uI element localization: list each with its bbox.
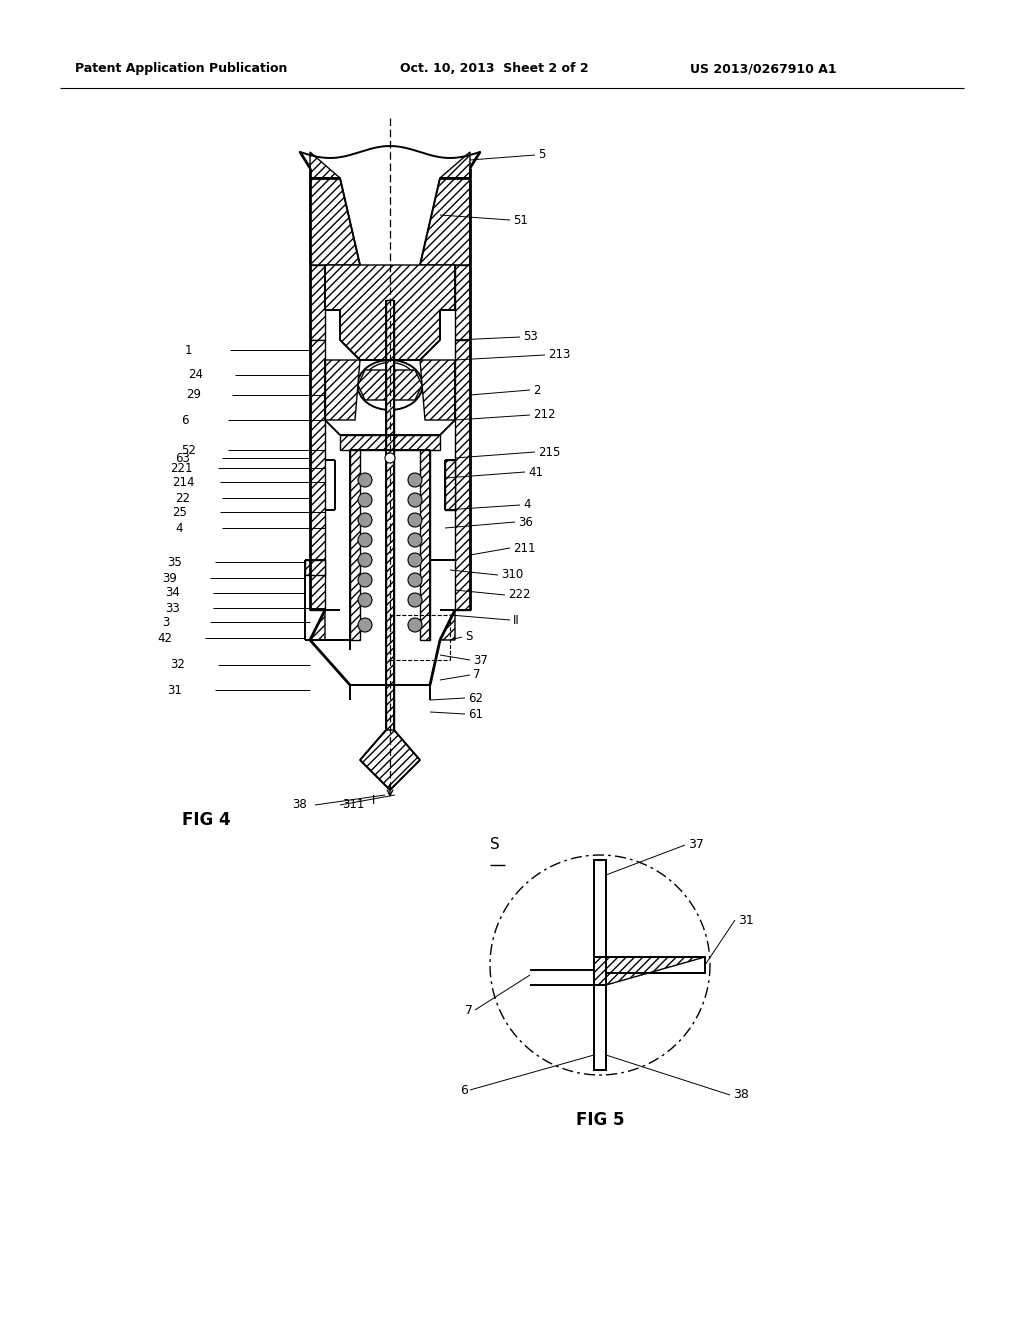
Polygon shape [594, 985, 606, 1071]
Text: 35: 35 [167, 556, 181, 569]
Circle shape [358, 593, 372, 607]
Polygon shape [455, 265, 470, 341]
Text: 212: 212 [534, 408, 555, 421]
Polygon shape [594, 861, 606, 957]
Polygon shape [310, 341, 325, 610]
Circle shape [408, 513, 422, 527]
Polygon shape [606, 957, 705, 973]
Text: 221: 221 [170, 462, 193, 474]
Polygon shape [305, 560, 325, 576]
Text: 36: 36 [518, 516, 532, 528]
Circle shape [408, 492, 422, 507]
Polygon shape [386, 300, 394, 730]
Text: 39: 39 [162, 572, 177, 585]
Circle shape [358, 618, 372, 632]
Text: 215: 215 [538, 446, 560, 458]
Polygon shape [420, 178, 470, 265]
Polygon shape [360, 730, 420, 789]
Text: S: S [465, 631, 472, 644]
Polygon shape [325, 360, 360, 420]
Circle shape [358, 533, 372, 546]
Circle shape [408, 618, 422, 632]
Polygon shape [420, 360, 455, 420]
Polygon shape [325, 265, 455, 360]
Text: 31: 31 [738, 913, 754, 927]
Polygon shape [310, 610, 325, 640]
Text: 213: 213 [548, 348, 570, 362]
Circle shape [408, 593, 422, 607]
Text: 1: 1 [185, 343, 193, 356]
Text: Patent Application Publication: Patent Application Publication [75, 62, 288, 75]
Text: 31: 31 [167, 684, 182, 697]
Text: 5: 5 [538, 149, 546, 161]
Polygon shape [594, 957, 705, 985]
Text: 22: 22 [175, 491, 190, 504]
Text: 24: 24 [188, 368, 203, 381]
Text: 214: 214 [172, 475, 195, 488]
Text: 2: 2 [534, 384, 541, 396]
Text: FIG 4: FIG 4 [182, 810, 230, 829]
Text: 38: 38 [733, 1089, 749, 1101]
Circle shape [408, 533, 422, 546]
Circle shape [358, 553, 372, 568]
Polygon shape [310, 265, 325, 341]
Polygon shape [310, 152, 340, 178]
Text: Oct. 10, 2013  Sheet 2 of 2: Oct. 10, 2013 Sheet 2 of 2 [400, 62, 589, 75]
Text: 38: 38 [292, 799, 307, 812]
Polygon shape [340, 436, 440, 450]
Polygon shape [455, 341, 470, 610]
Circle shape [358, 573, 372, 587]
Text: 51: 51 [513, 214, 528, 227]
Text: 32: 32 [170, 659, 185, 672]
Text: 310: 310 [501, 569, 523, 582]
Polygon shape [358, 370, 422, 400]
Circle shape [358, 513, 372, 527]
Text: 62: 62 [468, 692, 483, 705]
Ellipse shape [365, 363, 415, 397]
Polygon shape [440, 152, 470, 178]
Text: 52: 52 [181, 444, 196, 457]
Text: US 2013/0267910 A1: US 2013/0267910 A1 [690, 62, 837, 75]
Text: 37: 37 [473, 653, 487, 667]
Text: 41: 41 [528, 466, 543, 479]
Polygon shape [420, 450, 430, 640]
Text: 222: 222 [508, 589, 530, 602]
Text: 37: 37 [688, 838, 703, 851]
Text: 33: 33 [165, 602, 180, 615]
Text: 61: 61 [468, 708, 483, 721]
Text: 6: 6 [181, 413, 188, 426]
Text: 4: 4 [523, 499, 530, 511]
Ellipse shape [357, 360, 423, 411]
Circle shape [385, 453, 395, 463]
Polygon shape [310, 178, 360, 265]
Text: II: II [513, 614, 520, 627]
Circle shape [358, 473, 372, 487]
Text: 311: 311 [342, 799, 365, 812]
Text: 3: 3 [162, 615, 169, 628]
Text: 4: 4 [175, 521, 182, 535]
Text: 63: 63 [175, 451, 189, 465]
Text: 25: 25 [172, 506, 186, 519]
Text: FIG 5: FIG 5 [575, 1111, 625, 1129]
Text: 7: 7 [473, 668, 480, 681]
Text: 7: 7 [465, 1003, 473, 1016]
Text: 211: 211 [513, 541, 536, 554]
Circle shape [358, 492, 372, 507]
Polygon shape [440, 610, 455, 640]
Text: 53: 53 [523, 330, 538, 343]
Text: 6: 6 [460, 1084, 468, 1097]
Text: I: I [372, 793, 376, 807]
Polygon shape [350, 450, 360, 640]
Polygon shape [445, 459, 455, 510]
Circle shape [408, 573, 422, 587]
Text: 34: 34 [165, 586, 180, 599]
Text: 42: 42 [157, 631, 172, 644]
Circle shape [408, 553, 422, 568]
Text: 29: 29 [186, 388, 201, 401]
Circle shape [408, 473, 422, 487]
Text: S: S [490, 837, 500, 851]
